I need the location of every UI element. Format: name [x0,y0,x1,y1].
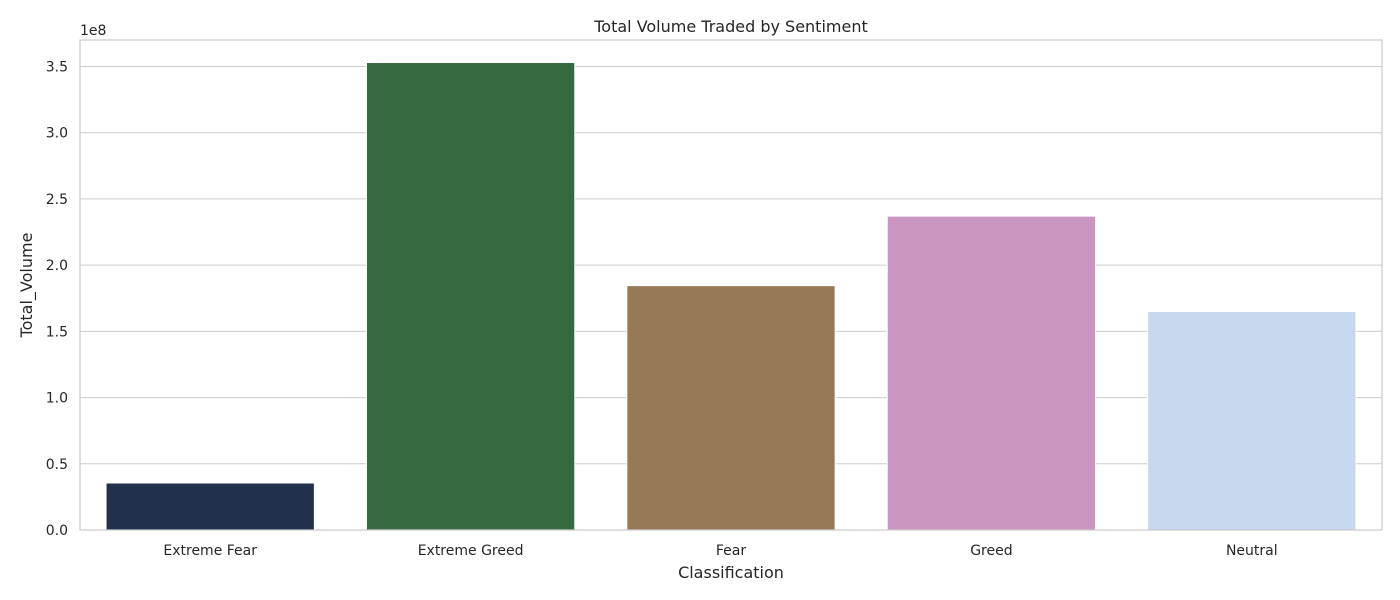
bar-neutral [1147,310,1357,531]
x-tick-label: Greed [970,543,1012,559]
chart-title: Total Volume Traded by Sentiment [593,17,868,36]
bar-extreme-greed [365,62,576,531]
x-tick-label: Extreme Greed [418,543,524,559]
bar-extreme-fear [105,482,315,531]
y-axis-title: Total_Volume [17,233,37,339]
bar-fear [626,285,836,531]
x-tick-label: Extreme Fear [163,543,257,559]
bar-greed [886,215,1097,531]
y-tick-label: 2.0 [46,258,68,274]
plot-frame [79,39,1383,531]
x-axis-title: Classification [678,563,784,582]
bars [105,62,1357,531]
x-tick-labels: Extreme Fear Extreme Greed Fear Greed Neutra… [163,543,1277,559]
y-tick-labels: 0.0 0.5 1.0 1.5 2.0 2.5 3.0 3.5 [46,59,68,539]
x-tick-label: Fear [716,543,746,559]
y-tick-label: 3.5 [46,59,68,75]
y-tick-label: 2.5 [46,192,68,208]
y-tick-label: 3.0 [46,126,68,142]
y-tick-label: 0.0 [46,523,68,539]
y-tick-label: 0.5 [46,457,68,473]
y-tick-label: 1.0 [46,391,68,407]
x-tick-label: Neutral [1226,543,1278,559]
y-scale-label: 1e8 [80,23,106,39]
y-tick-label: 1.5 [46,324,68,340]
